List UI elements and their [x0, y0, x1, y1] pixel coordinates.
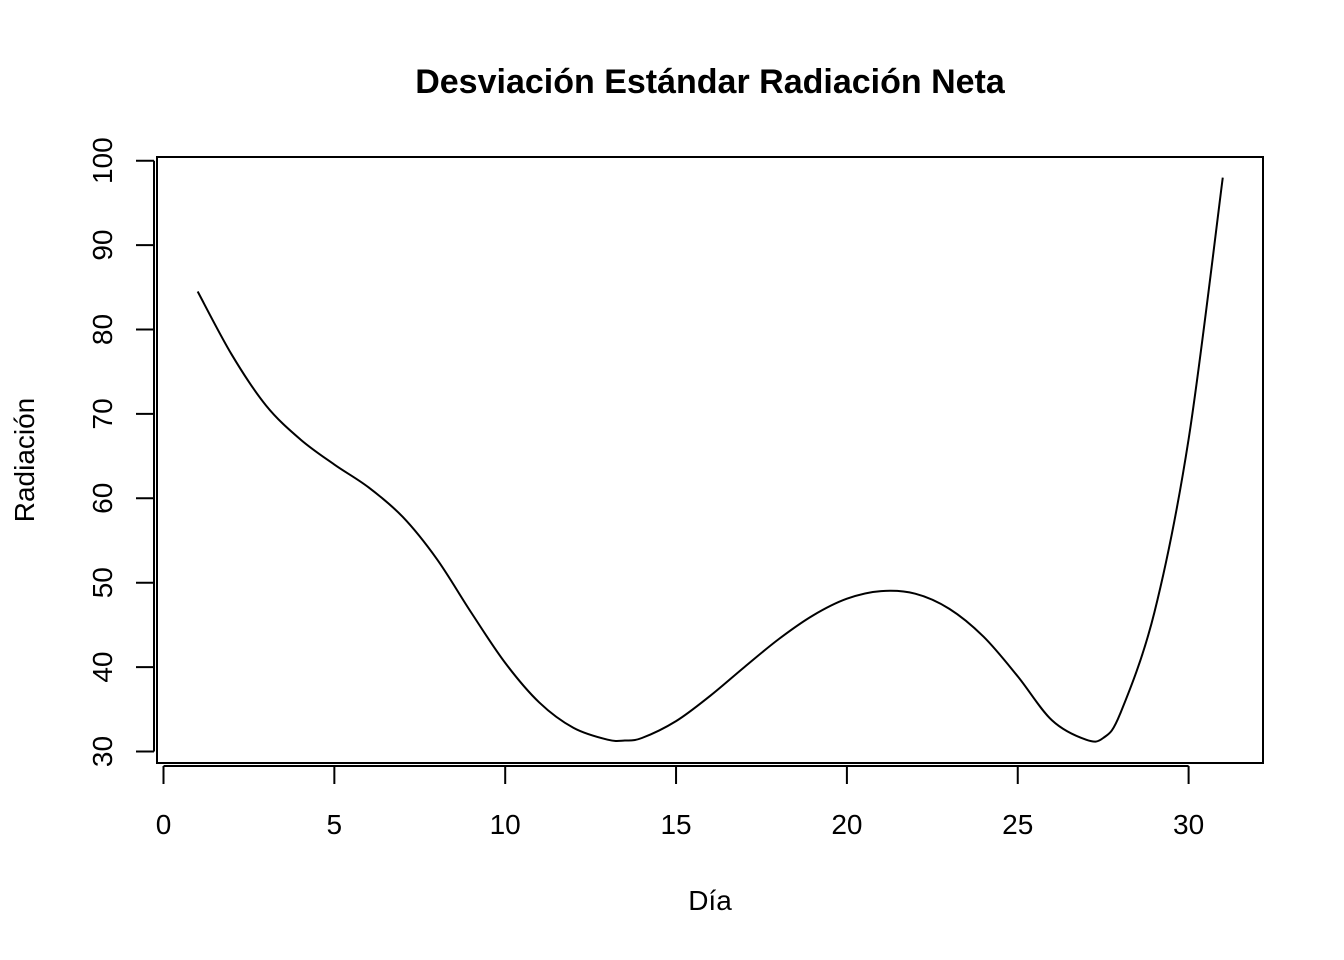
y-tick-label: 50	[87, 567, 118, 598]
x-axis-title: Día	[688, 885, 732, 916]
x-tick-label: 25	[1002, 809, 1033, 840]
y-tick-label: 100	[87, 137, 118, 184]
y-tick-label: 90	[87, 230, 118, 261]
x-tick-label: 10	[490, 809, 521, 840]
y-tick-label: 80	[87, 314, 118, 345]
x-tick-label: 0	[156, 809, 172, 840]
y-axis: 30 40 50 60 70 80 90 100	[87, 137, 155, 767]
x-tick-label: 20	[831, 809, 862, 840]
series-line-radiacion	[196, 177, 1224, 743]
y-tick-label: 40	[87, 652, 118, 683]
plot-area-frame	[156, 156, 1264, 764]
y-tick-label: 60	[87, 483, 118, 514]
x-tick-label: 15	[660, 809, 691, 840]
y-tick-label: 70	[87, 398, 118, 429]
chart-title: Desviación Estándar Radiación Neta	[415, 63, 1006, 101]
x-tick-label: 5	[327, 809, 343, 840]
y-tick-label: 30	[87, 736, 118, 767]
y-axis-title: Radiación	[9, 398, 40, 523]
x-axis: 0 5 10 15 20 25 30	[156, 765, 1204, 840]
x-tick-label: 30	[1173, 809, 1204, 840]
